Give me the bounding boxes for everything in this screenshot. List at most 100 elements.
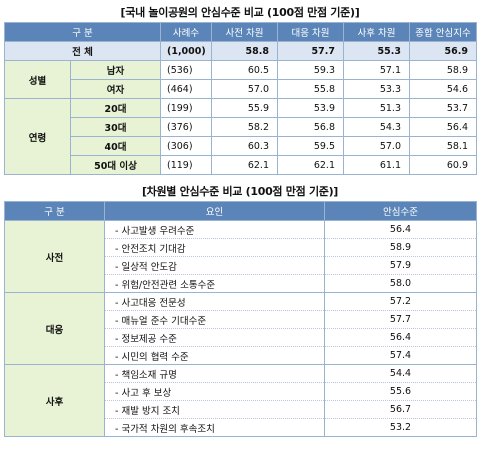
header-level: 안심수준 — [324, 201, 477, 221]
total-post: 55.3 — [343, 41, 410, 61]
table-row: - 안전조치 기대감 58.9 — [5, 238, 477, 257]
cell-pre: 58.2 — [211, 117, 278, 137]
group-label-response: 대응 — [4, 292, 105, 365]
value-cell: 55.6 — [324, 382, 477, 401]
header-overall: 종합 안심지수 — [409, 22, 477, 42]
value-cell: 58.0 — [324, 274, 477, 293]
cell-cases: (536) — [160, 60, 212, 80]
total-cases: (1,000) — [160, 41, 212, 61]
table-row-total: 전 체 (1,000) 58.8 57.7 55.3 56.9 — [4, 41, 477, 61]
value-cell: 53.2 — [324, 418, 477, 437]
header-factor: 요인 — [104, 201, 325, 221]
factor-cell: - 정보제공 수준 — [104, 328, 325, 347]
cell-cases: (306) — [160, 136, 212, 156]
value-cell: 56.4 — [324, 220, 477, 239]
factor-cell: - 사고대응 전문성 — [104, 292, 325, 311]
cell-cases: (376) — [160, 117, 212, 137]
table-row: 사전 - 사고발생 우려수준 56.4 — [4, 220, 477, 293]
group-label-post: 사후 — [4, 364, 105, 437]
cell-pre: 62.1 — [211, 155, 278, 175]
cell-pre: 60.5 — [211, 60, 278, 80]
factor-cell: - 책임소재 규명 — [104, 364, 325, 383]
factor-cell: - 국가적 차원의 후속조치 — [104, 418, 325, 437]
cell-post: 57.0 — [343, 136, 410, 156]
table-row: - 일상적 안도감 57.9 — [5, 256, 477, 275]
row-label: 40대 — [70, 136, 161, 156]
table-row: 50대 이상 (119) 62.1 62.1 61.1 60.9 — [5, 155, 477, 175]
factor-cell: - 시민의 협력 수준 — [104, 346, 325, 365]
table-row: - 매뉴얼 준수 기대수준 57.7 — [5, 310, 477, 329]
table-row: 40대 (306) 60.3 59.5 57.0 58.1 — [5, 136, 477, 156]
cell-response: 59.5 — [277, 136, 344, 156]
total-pre: 58.8 — [211, 41, 278, 61]
factor-cell: - 재발 방지 조치 — [104, 400, 325, 419]
table-row: - 시민의 협력 수준 57.4 — [5, 346, 477, 365]
group-label-pre: 사전 — [4, 220, 105, 293]
value-cell: 58.9 — [324, 238, 477, 257]
cell-response: 56.8 — [277, 117, 344, 137]
total-overall: 56.9 — [409, 41, 477, 61]
header-cases: 사례수 — [160, 22, 212, 42]
total-label: 전 체 — [4, 41, 161, 61]
table-row: 사후 - 책임소재 규명 54.4 — [4, 364, 477, 437]
factor-cell: - 안전조치 기대감 — [104, 238, 325, 257]
factor-cell: - 일상적 안도감 — [104, 256, 325, 275]
table-row: 30대 (376) 58.2 56.8 54.3 56.4 — [5, 117, 477, 137]
group-label-age: 연령 — [4, 98, 71, 175]
cell-response: 62.1 — [277, 155, 344, 175]
factor-cell: - 사고 후 보상 — [104, 382, 325, 401]
dimension-comparison-table: 구 분 요인 안심수준 사전 - 사고발생 우려수준 56.4 - 안전조치 기… — [4, 201, 477, 437]
cell-post: 61.1 — [343, 155, 410, 175]
table-header-row: 구 분 사례수 사전 차원 대응 차원 사후 차원 종합 안심지수 — [4, 22, 477, 42]
cell-post: 51.3 — [343, 98, 410, 118]
table2-title: [차원별 안심수준 비교 (100점 만점 기준)] — [141, 185, 339, 198]
cell-overall: 56.4 — [409, 117, 477, 137]
cell-cases: (119) — [160, 155, 212, 175]
total-response: 57.7 — [277, 41, 344, 61]
cell-post: 57.1 — [343, 60, 410, 80]
cell-overall: 58.1 — [409, 136, 477, 156]
amusement-park-comparison-table: 구 분 사례수 사전 차원 대응 차원 사후 차원 종합 안심지수 전 체 (1… — [4, 22, 477, 175]
value-cell: 56.4 — [324, 328, 477, 347]
table-row: - 재발 방지 조치 56.7 — [5, 400, 477, 419]
row-label: 30대 — [70, 117, 161, 137]
table-row: - 위험/안전관련 소통수준 58.0 — [5, 274, 477, 293]
row-label: 20대 — [70, 98, 161, 118]
cell-post: 54.3 — [343, 117, 410, 137]
value-cell: 54.4 — [324, 364, 477, 383]
row-label: 남자 — [70, 60, 161, 80]
cell-response: 53.9 — [277, 98, 344, 118]
cell-cases: (199) — [160, 98, 212, 118]
factor-cell: - 위험/안전관련 소통수준 — [104, 274, 325, 293]
header-response: 대응 차원 — [277, 22, 344, 42]
header-pre: 사전 차원 — [211, 22, 278, 42]
cell-overall: 53.7 — [409, 98, 477, 118]
cell-overall: 58.9 — [409, 60, 477, 80]
table-row: 여자 (464) 57.0 55.8 53.3 54.6 — [5, 79, 477, 99]
table1-title: [국내 놀이공원의 안심수준 비교 (100점 만점 기준)] — [120, 6, 360, 19]
cell-pre: 55.9 — [211, 98, 278, 118]
row-label: 50대 이상 — [70, 155, 161, 175]
table-row: - 정보제공 수준 56.4 — [5, 328, 477, 347]
value-cell: 57.9 — [324, 256, 477, 275]
header-category: 구 분 — [4, 201, 105, 221]
table-header-row: 구 분 요인 안심수준 — [4, 201, 477, 221]
cell-response: 59.3 — [277, 60, 344, 80]
table-row: - 사고 후 보상 55.6 — [5, 382, 477, 401]
factor-cell: - 사고발생 우려수준 — [104, 220, 325, 239]
factor-cell: - 매뉴얼 준수 기대수준 — [104, 310, 325, 329]
row-label: 여자 — [70, 79, 161, 99]
table-row: 성별 남자 (536) 60.5 59.3 57.1 58.9 — [4, 60, 477, 99]
table-row: 대응 - 사고대응 전문성 57.2 — [4, 292, 477, 365]
cell-pre: 60.3 — [211, 136, 278, 156]
cell-cases: (464) — [160, 79, 212, 99]
value-cell: 56.7 — [324, 400, 477, 419]
header-post: 사후 차원 — [343, 22, 410, 42]
group-label-gender: 성별 — [4, 60, 71, 99]
value-cell: 57.2 — [324, 292, 477, 311]
cell-overall: 54.6 — [409, 79, 477, 99]
value-cell: 57.7 — [324, 310, 477, 329]
cell-post: 53.3 — [343, 79, 410, 99]
cell-pre: 57.0 — [211, 79, 278, 99]
